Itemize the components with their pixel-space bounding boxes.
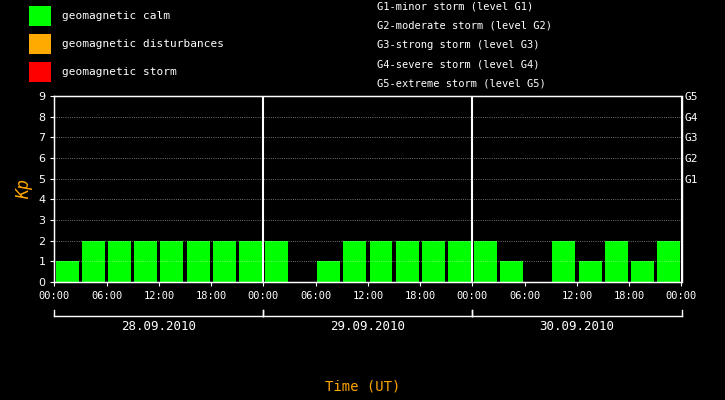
Bar — [396, 241, 418, 282]
Bar — [186, 241, 210, 282]
Y-axis label: Kp: Kp — [14, 179, 33, 199]
Bar — [579, 261, 602, 282]
Text: G1-minor storm (level G1): G1-minor storm (level G1) — [377, 1, 534, 11]
Bar — [29, 34, 51, 54]
Bar — [318, 261, 340, 282]
Text: G2-moderate storm (level G2): G2-moderate storm (level G2) — [377, 20, 552, 30]
Bar — [552, 241, 576, 282]
Text: geomagnetic calm: geomagnetic calm — [62, 11, 170, 21]
Text: G3-strong storm (level G3): G3-strong storm (level G3) — [377, 40, 539, 50]
Text: 29.09.2010: 29.09.2010 — [331, 320, 405, 333]
Text: 28.09.2010: 28.09.2010 — [121, 320, 196, 333]
Bar — [29, 62, 51, 82]
Bar — [605, 241, 628, 282]
Text: geomagnetic storm: geomagnetic storm — [62, 67, 176, 77]
Bar — [631, 261, 654, 282]
Text: geomagnetic disturbances: geomagnetic disturbances — [62, 39, 223, 49]
Bar — [474, 241, 497, 282]
Bar — [212, 241, 236, 282]
Bar — [160, 241, 183, 282]
Text: Time (UT): Time (UT) — [325, 380, 400, 394]
Bar — [265, 241, 288, 282]
Bar — [29, 6, 51, 26]
Bar — [657, 241, 680, 282]
Bar — [82, 241, 105, 282]
Text: G5-extreme storm (level G5): G5-extreme storm (level G5) — [377, 78, 546, 89]
Bar — [239, 241, 262, 282]
Bar — [500, 261, 523, 282]
Bar — [448, 241, 471, 282]
Bar — [108, 241, 131, 282]
Bar — [344, 241, 366, 282]
Text: 30.09.2010: 30.09.2010 — [539, 320, 615, 333]
Bar — [56, 261, 79, 282]
Bar — [134, 241, 157, 282]
Bar — [422, 241, 444, 282]
Text: G4-severe storm (level G4): G4-severe storm (level G4) — [377, 59, 539, 69]
Bar — [370, 241, 392, 282]
